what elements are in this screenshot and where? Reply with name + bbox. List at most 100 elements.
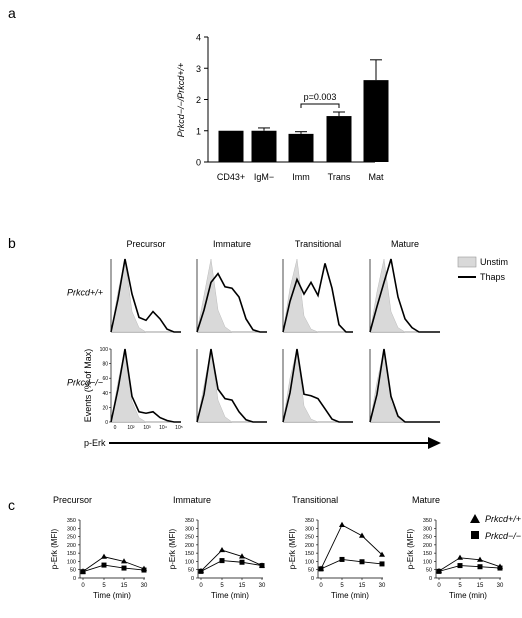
chart-y-tick-label: 350 <box>67 518 76 524</box>
chart-y-tick-label: 250 <box>423 535 432 541</box>
histogram-thaps-line <box>369 348 440 423</box>
chart-y-tick-label: 300 <box>423 526 432 532</box>
bar <box>288 133 314 162</box>
histogram-y-tick-label: 60 <box>102 376 108 382</box>
category-label: Mat <box>368 172 384 182</box>
triangle-marker <box>239 553 245 559</box>
panel-c-letter: c <box>8 497 15 513</box>
chart-x-tick-label: 5 <box>458 583 462 589</box>
chart-y-tick-label: 200 <box>67 543 76 549</box>
chart-y-tick-label: 50 <box>308 568 314 574</box>
triangle-marker <box>101 553 107 559</box>
series-line <box>320 524 383 570</box>
chart-y-tick-label: 0 <box>311 576 314 582</box>
chart-y-tick-label: 50 <box>70 568 76 574</box>
p-erk-arrow-head <box>428 437 441 449</box>
triangle-marker <box>121 558 127 564</box>
chart-x-tick-label: 30 <box>379 583 386 589</box>
category-label: Trans <box>328 172 351 182</box>
p-value-annotation: p=0.003 <box>304 92 337 102</box>
chart-y-tick-label: 0 <box>73 576 76 582</box>
row-label: Prkcd+/+ <box>67 288 103 298</box>
legend-square-marker <box>471 531 479 539</box>
column-title: Immature <box>213 239 251 249</box>
chart-x-axis-label: Time (min) <box>449 591 487 600</box>
histogram-y-tick-label: 40 <box>102 391 108 397</box>
triangle-marker <box>219 546 225 553</box>
legend-label-thaps: Thaps <box>480 272 506 282</box>
chart-x-tick-label: 15 <box>121 583 128 589</box>
panel-b-histograms: Precursor Immature Transitional Mature Prkcd… <box>67 239 508 449</box>
chart-title: Precursor <box>53 495 92 505</box>
category-label: Imm <box>292 172 310 182</box>
column-title: Transitional <box>295 239 341 249</box>
chart-x-tick-label: 0 <box>319 583 323 589</box>
histogram-y-axis-label: Events (% of Max) <box>83 349 93 423</box>
chart-x-tick-label: 15 <box>239 583 246 589</box>
chart-y-tick-label: 350 <box>305 518 314 524</box>
square-marker <box>219 558 225 564</box>
y-tick-label: 4 <box>196 33 201 43</box>
significance-bracket <box>300 103 340 108</box>
chart-y-tick-label: 150 <box>305 551 314 557</box>
chart-y-axis-label: p-Erk (MFI) <box>288 528 297 569</box>
chart-x-tick-label: 5 <box>340 583 344 589</box>
chart-y-tick-label: 250 <box>67 535 76 541</box>
chart-y-tick-label: 200 <box>185 543 194 549</box>
histogram-x-tick-label: 10⁵ <box>175 425 183 431</box>
square-marker <box>259 563 265 569</box>
square-marker <box>457 563 463 569</box>
series-line <box>200 560 263 572</box>
histogram-y-tick-label: 20 <box>102 405 108 411</box>
legend-label-unstim: Unstim <box>480 257 508 267</box>
chart-y-tick-label: 200 <box>305 543 314 549</box>
square-marker <box>121 565 127 571</box>
histogram-unstim-fill <box>196 348 267 423</box>
histogram-thaps-line <box>196 272 267 333</box>
y-axis-label: Prkcd−/−/Prkcd+/+ <box>176 63 186 138</box>
series-line <box>82 564 145 573</box>
chart-y-tick-label: 150 <box>423 551 432 557</box>
y-tick-label: 2 <box>196 95 201 105</box>
histogram-x-axis-label: p-Erk <box>84 438 106 448</box>
histogram-y-tick-label: 80 <box>102 362 108 368</box>
histogram-thaps-line <box>282 348 353 423</box>
histogram-x-tick-label: 10³ <box>143 425 151 431</box>
histogram-x-tick-label: 0 <box>114 425 117 431</box>
chart-y-tick-label: 200 <box>423 543 432 549</box>
square-marker <box>318 566 324 572</box>
chart-x-axis-label: Time (min) <box>93 591 131 600</box>
chart-y-tick-label: 100 <box>67 559 76 565</box>
chart-y-tick-label: 100 <box>185 559 194 565</box>
square-marker <box>141 567 147 573</box>
category-label: IgM− <box>254 172 274 182</box>
chart-x-tick-label: 30 <box>141 583 148 589</box>
chart-x-tick-label: 5 <box>102 583 106 589</box>
legend-label-ko: Prkcd−/− <box>485 531 521 541</box>
panel-a-bar-chart: 0 1 2 3 4 Prkcd−/−/Prkcd+/+ CD43+ IgM− Imm Trans M… <box>176 33 389 182</box>
chart-y-axis-label: p-Erk (MFI) <box>50 528 59 569</box>
series-line <box>82 556 145 572</box>
triangle-marker <box>359 532 365 538</box>
triangle-marker <box>379 551 385 557</box>
chart-title: Mature <box>412 495 440 505</box>
histogram-y-tick-label: 0 <box>105 420 108 426</box>
histogram-unstim-fill <box>282 348 353 423</box>
chart-y-tick-label: 250 <box>185 535 194 541</box>
series-line <box>438 557 501 572</box>
square-marker <box>239 559 245 565</box>
series-line <box>320 558 383 570</box>
y-tick-label: 1 <box>196 126 201 136</box>
square-marker <box>101 562 107 568</box>
chart-y-tick-label: 50 <box>426 568 432 574</box>
panel-b-letter: b <box>8 235 16 251</box>
bar <box>251 130 277 162</box>
chart-y-tick-label: 350 <box>185 518 194 524</box>
triangle-marker <box>457 554 463 560</box>
chart-x-axis-label: Time (min) <box>211 591 249 600</box>
chart-x-tick-label: 30 <box>259 583 266 589</box>
panel-a-letter: a <box>8 5 16 21</box>
triangle-marker <box>477 556 483 562</box>
histogram-unstim-fill <box>110 348 181 423</box>
